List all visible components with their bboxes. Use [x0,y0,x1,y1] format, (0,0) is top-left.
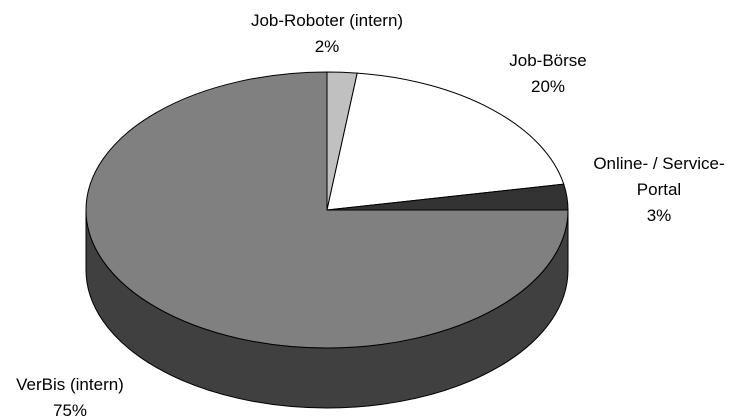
slice-label: Job-Börse 20% [468,48,628,100]
category-label: Online- / Service-Portal [593,154,725,199]
slice-label: VerBis (intern) 75% [0,372,140,419]
value-label: 2% [314,37,340,56]
slice-label: Job-Roboter (intern) 2% [237,8,417,60]
value-label: 3% [646,206,672,225]
value-label: 20% [530,77,566,96]
slice [85,71,569,349]
slice-label: Online- / Service-Portal 3% [574,151,741,229]
slice [326,72,565,211]
category-label: Job-Roboter (intern) [250,11,404,30]
value-label: 75% [52,401,88,419]
category-label: Job-Börse [509,51,587,70]
category-label: VerBis (intern) [16,375,124,394]
